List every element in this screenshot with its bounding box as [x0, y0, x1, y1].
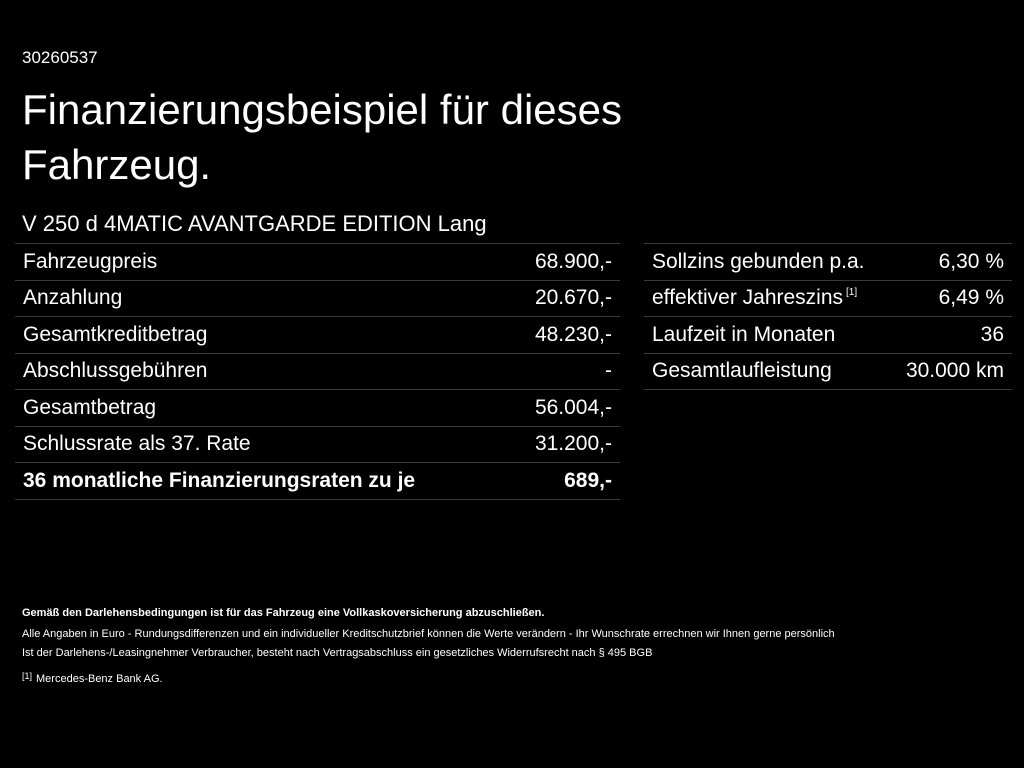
row-label: Abschlussgebühren [23, 359, 207, 383]
title-line: Fahrzeug. [22, 141, 212, 188]
label-text: Anzahlung [23, 286, 123, 310]
row-value: 20.670,- [534, 286, 612, 310]
table-row: Anzahlung 20.670,- [15, 281, 620, 317]
label-text: Sollzins gebunden p.a. [652, 249, 865, 273]
row-value: 48.230,- [534, 322, 612, 346]
row-label: Gesamtbetrag [23, 396, 156, 420]
footnote: [1] Mercedes-Benz Bank AG. [22, 671, 163, 685]
row-label: Anzahlung [23, 286, 122, 310]
model-name: V 250 d 4MATIC AVANTGARDE EDITION Lang [22, 211, 487, 236]
footnote-text: Mercedes-Benz Bank AG. [36, 673, 163, 685]
note: Alle Angaben in Euro - Rundungsdifferenz… [22, 628, 835, 640]
table-row: Laufzeit in Monaten 36 [644, 317, 1012, 354]
table-row: Schlussrate als 37. Rate 31.200,- [15, 427, 620, 463]
row-value: - [605, 359, 612, 383]
row-value: 68.900,- [534, 249, 612, 273]
table-row: 36 monatliche Finanzierungsraten zu je 68… [15, 463, 620, 500]
label-text: Fahrzeugpreis [23, 249, 158, 273]
table-row: effektiver Jahreszins [1] 6,49 % [644, 281, 1012, 317]
row-label: Sollzins gebunden p.a. [652, 250, 865, 274]
label-text: Gesamtkreditbetrag [23, 322, 208, 346]
footnote-ref: [1] [846, 287, 858, 299]
note: Ist der Darlehens-/Leasingnehmer Verbrau… [22, 647, 653, 659]
label-text: Gesamtlaufleistung [652, 359, 832, 383]
label-text: Abschlussgebühren [23, 359, 208, 383]
table-row: Gesamtbetrag 56.004,- [15, 390, 620, 427]
row-label: Fahrzeugpreis [23, 250, 157, 274]
table-row: Fahrzeugpreis 68.900,- [15, 244, 620, 281]
row-value: 31.200,- [534, 432, 612, 456]
row-label: 36 monatliche Finanzierungsraten zu je [23, 469, 415, 493]
label-text: Schlussrate als 37. Rate [23, 432, 251, 456]
finance-table: Fahrzeugpreis 68.900,- Anzahlung 20.670,- Ge… [15, 243, 620, 500]
row-value: 30.000 km [905, 359, 1004, 383]
row-value: 6,49 % [938, 286, 1004, 310]
rate-table: Sollzins gebunden p.a. 6,30 % effektiver J… [644, 243, 1012, 390]
table-row: Gesamtlaufleistung 30.000 km [644, 354, 1012, 390]
row-value: 6,30 % [938, 249, 1004, 273]
row-label: effektiver Jahreszins [1] [652, 286, 857, 310]
vehicle-id: 30260537 [22, 48, 98, 67]
row-label: Gesamtlaufleistung [652, 359, 832, 383]
insurance-note: Gemäß den Darlehensbedingungen ist für d… [22, 607, 545, 619]
label-text: Laufzeit in Monaten [652, 322, 836, 346]
footnote-marker: [1] [22, 671, 33, 681]
row-label: Laufzeit in Monaten [652, 323, 835, 347]
row-value: 56.004,- [534, 395, 612, 419]
label-text: effektiver Jahreszins [652, 286, 844, 310]
row-label: Gesamtkreditbetrag [23, 323, 207, 347]
table-row: Gesamtkreditbetrag 48.230,- [15, 317, 620, 354]
row-label: Schlussrate als 37. Rate [23, 432, 251, 456]
title-line: Finanzierungsbeispiel für dieses [22, 86, 622, 133]
table-row: Sollzins gebunden p.a. 6,30 % [644, 244, 1012, 281]
row-value: 689,- [564, 468, 612, 492]
table-row: Abschlussgebühren - [15, 354, 620, 390]
label-text: Gesamtbetrag [23, 395, 157, 419]
row-value: 36 [980, 322, 1004, 346]
label-text: 36 monatliche Finanzierungsraten zu je [23, 468, 416, 492]
